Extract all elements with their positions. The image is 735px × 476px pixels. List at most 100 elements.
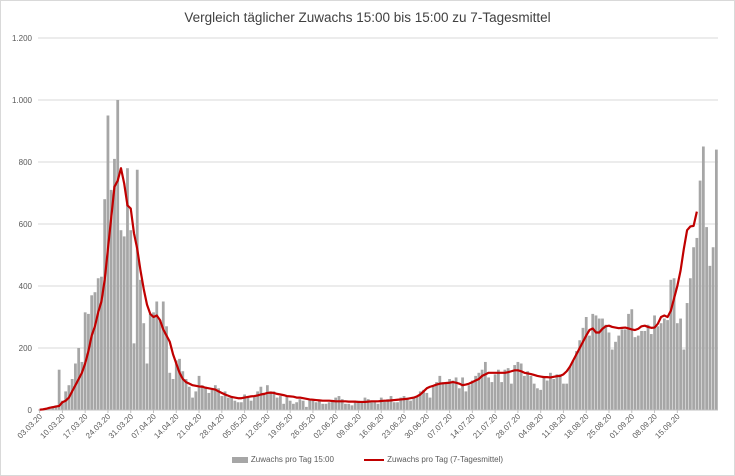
bar — [656, 326, 660, 410]
bar — [552, 379, 556, 410]
bar — [318, 400, 321, 410]
bar — [370, 402, 373, 410]
bar — [178, 358, 181, 410]
bar — [155, 301, 159, 410]
bar — [353, 402, 357, 410]
y-tick-label: 0 — [28, 406, 33, 415]
bar — [334, 397, 338, 410]
bar — [714, 149, 718, 410]
bar — [415, 396, 419, 410]
bar — [610, 349, 614, 410]
bar — [607, 332, 611, 410]
bar — [454, 377, 458, 410]
bar — [412, 397, 416, 410]
bar — [627, 313, 630, 410]
bar — [672, 278, 676, 410]
bar — [620, 329, 624, 410]
bar — [386, 399, 390, 410]
bar — [500, 382, 504, 410]
bar — [383, 400, 386, 410]
bar — [139, 279, 142, 410]
bar — [493, 374, 497, 410]
bar — [243, 394, 246, 410]
bar — [679, 318, 682, 410]
bar — [269, 391, 273, 410]
bar — [295, 402, 299, 410]
bar — [480, 369, 484, 410]
bar — [285, 396, 289, 410]
bar — [103, 199, 107, 410]
bar — [451, 380, 455, 410]
bar — [623, 329, 627, 410]
bar — [405, 397, 409, 410]
bar — [588, 335, 591, 410]
bar — [617, 335, 621, 410]
bar — [633, 337, 637, 410]
bar — [708, 265, 712, 410]
bar — [279, 396, 282, 410]
bar — [311, 400, 315, 410]
y-tick-label: 600 — [19, 220, 33, 229]
bar — [262, 394, 266, 410]
bar — [692, 247, 695, 410]
bar — [259, 386, 263, 410]
bar — [594, 315, 598, 410]
bar — [171, 379, 175, 410]
bar — [158, 320, 162, 410]
bar — [282, 403, 286, 410]
bar — [340, 399, 344, 410]
bar — [477, 372, 481, 410]
bar — [392, 402, 396, 410]
bar — [373, 400, 377, 410]
bar — [575, 351, 578, 410]
bar — [197, 375, 201, 410]
bar — [643, 330, 647, 410]
bar — [113, 158, 116, 410]
bar — [513, 365, 517, 410]
bar — [555, 374, 559, 410]
bar — [581, 327, 585, 410]
bar — [529, 375, 533, 410]
bar — [174, 360, 178, 410]
legend-item-bars: Zuwachs pro Tag 15:00 — [231, 455, 334, 464]
bar — [418, 391, 422, 410]
bar — [578, 340, 582, 410]
bar — [360, 402, 364, 410]
bar — [435, 382, 438, 410]
bar — [217, 388, 220, 410]
bar — [506, 368, 510, 410]
bar — [357, 400, 360, 410]
bar — [409, 400, 412, 410]
bar — [568, 366, 572, 410]
bar — [646, 324, 650, 410]
bar — [711, 247, 715, 410]
bar — [675, 323, 679, 410]
bar — [428, 397, 432, 410]
bar — [601, 318, 604, 410]
legend-item-line: Zuwachs pro Tag (7-Tagesmittel) — [364, 455, 503, 464]
bar — [682, 349, 686, 410]
bar — [331, 400, 334, 410]
bar — [246, 397, 250, 410]
bar — [701, 146, 705, 410]
bar — [422, 389, 425, 410]
bar — [402, 396, 406, 410]
bar — [61, 400, 64, 410]
bar — [565, 383, 569, 410]
bar — [116, 100, 120, 410]
bar — [441, 382, 445, 410]
y-tick-label: 400 — [19, 282, 33, 291]
bar — [207, 392, 211, 410]
bar — [510, 383, 513, 410]
bar — [376, 403, 380, 410]
bar — [249, 400, 253, 410]
bar — [366, 399, 370, 410]
bar — [470, 380, 474, 410]
y-tick-label: 1.200 — [12, 34, 33, 43]
bar — [152, 312, 155, 410]
bar — [519, 363, 523, 410]
bar — [256, 391, 259, 410]
bar — [148, 313, 152, 410]
bar — [636, 335, 640, 410]
bar — [347, 403, 351, 410]
